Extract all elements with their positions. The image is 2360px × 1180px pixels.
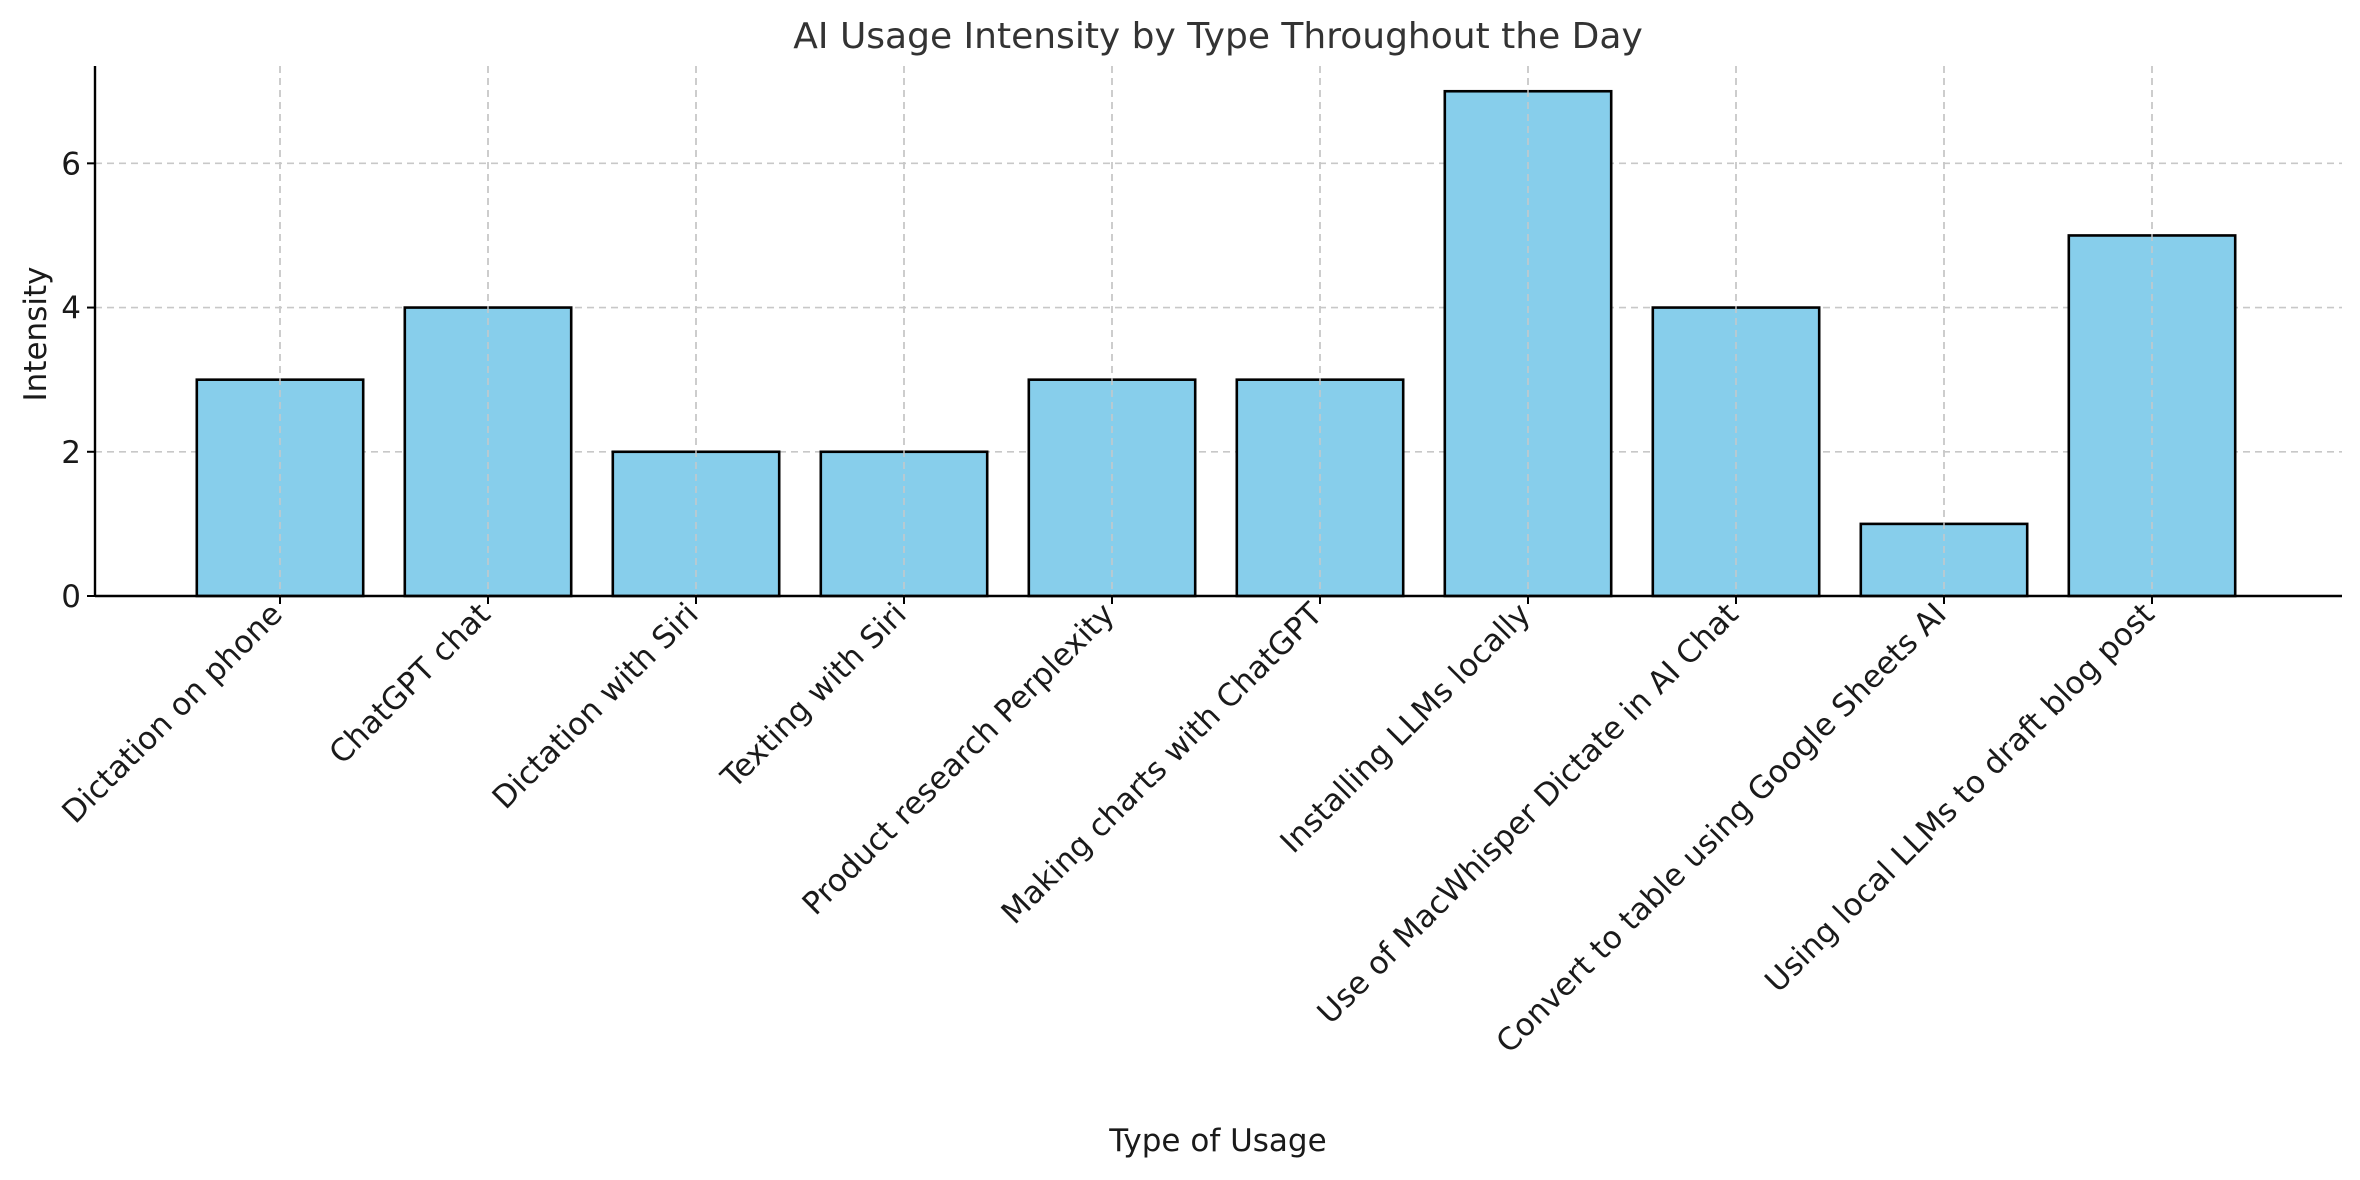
x-tick-label: Texting with Siri (714, 596, 914, 796)
bars-layer (195, 66, 2237, 598)
y-tick-label: 6 (61, 146, 81, 182)
axes-layer (87, 66, 2342, 604)
labels-layer: 0 2 4 6 Dictation on phone ChatGPT chatDictat… (55, 146, 2161, 1060)
x-tick-label: ChatGPT chat (322, 596, 497, 771)
x-tick-label: Use of MacWhisper Dictate in AI Chat (1311, 596, 1746, 1031)
x-tick-label: Dictation with Siri (486, 596, 706, 816)
x-tick-label: Convert to table using Google Sheets AI (1489, 596, 1953, 1060)
y-axis-label: Intensity (18, 267, 54, 402)
y-tick-label: 0 (61, 579, 81, 615)
y-tick-label: 2 (61, 435, 81, 471)
x-tick-label: Dictation on phone (55, 596, 289, 830)
y-tick-label: 4 (61, 291, 81, 327)
x-tick-label: Making charts with ChatGPT (995, 595, 1331, 931)
chart-title: AI Usage Intensity by Type Throughout th… (793, 16, 1643, 57)
x-axis-label: Type of Usage (1108, 1123, 1326, 1159)
x-tick-label: Using local LLMs to draft blog post (1758, 596, 2161, 999)
